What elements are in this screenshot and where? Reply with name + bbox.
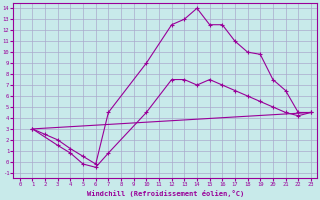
X-axis label: Windchill (Refroidissement éolien,°C): Windchill (Refroidissement éolien,°C) — [87, 190, 244, 197]
